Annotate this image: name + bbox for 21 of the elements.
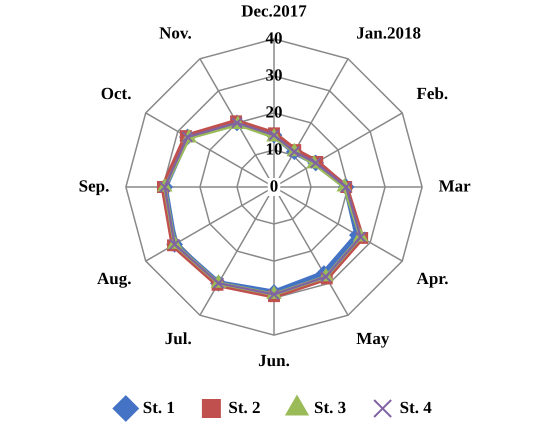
y-tick-label: 30 xyxy=(266,65,282,84)
spoke-label: Aug. xyxy=(96,268,132,288)
y-tick-label: 40 xyxy=(266,28,282,48)
legend-label: St. 4 xyxy=(400,398,432,417)
spoke-label: Apr. xyxy=(416,268,449,288)
y-tick-label: 20 xyxy=(266,102,282,122)
spoke-label: Oct. xyxy=(100,84,132,103)
legend-label: St. 3 xyxy=(314,398,346,417)
spoke-label: Mar xyxy=(438,176,472,196)
spoke-label: Sep. xyxy=(78,176,110,196)
y-tick-label: 0 xyxy=(270,176,278,196)
y-tick-label: 10 xyxy=(266,139,282,158)
legend-label: St. 1 xyxy=(142,398,175,417)
spoke-label: Jul. xyxy=(164,329,192,348)
legend-label: St. 2 xyxy=(228,398,261,417)
spoke-label: Feb. xyxy=(416,84,448,103)
spoke-label: Dec.2017 xyxy=(241,2,308,21)
spoke-label: Jun. xyxy=(258,351,290,370)
spoke-label: May xyxy=(356,329,390,348)
spoke-label: Nov. xyxy=(159,24,192,43)
spoke-label: Jan.2018 xyxy=(356,24,422,43)
